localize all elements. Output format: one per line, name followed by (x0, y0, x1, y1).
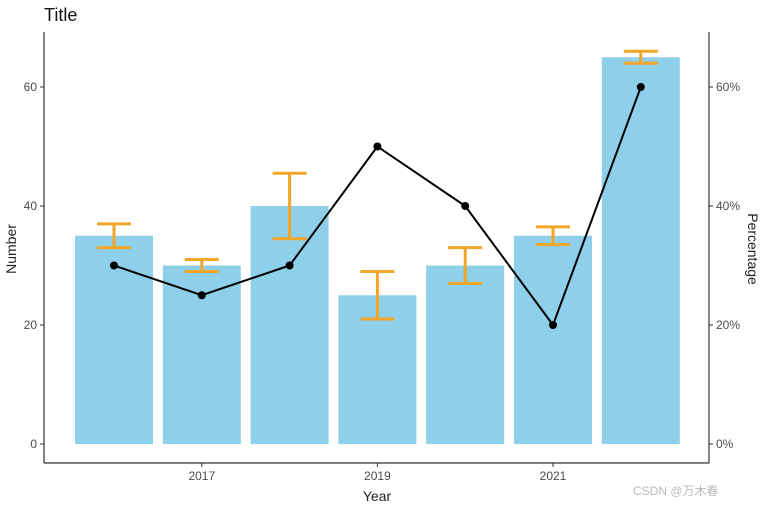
y-tick-label: 20 (24, 318, 38, 332)
y-tick-label: 60 (24, 80, 38, 94)
line-point (285, 261, 294, 270)
line-point (110, 261, 118, 270)
x-tick-label: 2021 (540, 469, 567, 483)
line-point (461, 202, 470, 210)
y2-tick-label: 40% (716, 199, 740, 213)
plot-area: 0 20 40 60 0% 20% 40% 60% 2017 2019 2021 (24, 32, 740, 483)
y-tick-label: 40 (24, 199, 38, 213)
y-axis-title: Number (3, 224, 19, 274)
watermark-text: CSDN @万木春 (633, 484, 719, 498)
line-point (636, 83, 645, 91)
bar (426, 265, 505, 444)
y-tick-label: 0 (30, 437, 37, 451)
bar (514, 235, 592, 444)
y2-tick-label: 20% (716, 318, 740, 332)
line-point (197, 291, 206, 300)
bar (250, 206, 329, 444)
y2-tick-label: 60% (716, 80, 740, 94)
bar (601, 57, 680, 444)
bar (75, 235, 153, 444)
line-point (549, 321, 557, 329)
x-tick-label: 2017 (188, 469, 215, 483)
y2-tick-label: 0% (716, 437, 734, 451)
chart-title: Title (44, 5, 77, 25)
x-tick-label: 2019 (364, 469, 391, 483)
x-axis-title: Year (363, 488, 392, 504)
line-point (373, 142, 382, 151)
y2-axis-title: Percentage (745, 213, 761, 285)
